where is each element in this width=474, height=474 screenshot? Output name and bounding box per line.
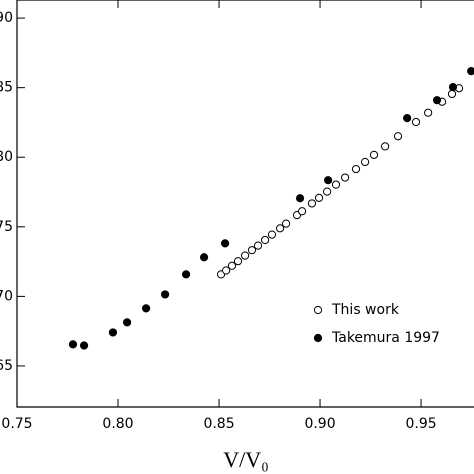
data-point <box>324 176 333 185</box>
x-tick-label: 0.85 <box>203 416 234 432</box>
data-point <box>253 241 263 250</box>
data-point <box>227 261 237 270</box>
y-tick-label: 65 <box>0 358 13 374</box>
data-point <box>267 230 277 239</box>
legend-label: Takemura 1997 <box>331 330 440 346</box>
x-tick-label: 0.75 <box>1 416 32 432</box>
data-point <box>424 108 433 117</box>
data-point <box>233 257 243 266</box>
data-point <box>240 251 250 260</box>
data-point <box>341 173 350 182</box>
data-point <box>351 164 361 174</box>
data-point <box>447 89 457 99</box>
data-point <box>68 340 78 349</box>
legend-marker <box>313 305 323 315</box>
data-point <box>222 266 231 275</box>
axes-frame <box>16 0 474 408</box>
data-point <box>79 341 89 350</box>
x-axis-label: V/V₀ <box>223 447 269 472</box>
y-tick-label: 75 <box>0 219 13 235</box>
legend-marker <box>313 333 323 343</box>
data-point <box>220 239 230 248</box>
data-point <box>160 290 170 299</box>
data-point <box>247 246 257 255</box>
data-point <box>393 132 403 141</box>
data-point <box>403 114 412 123</box>
data-point <box>295 194 305 203</box>
data-point <box>275 224 285 233</box>
x-tick-label: 0.95 <box>405 416 436 432</box>
data-point <box>141 304 151 313</box>
data-point <box>448 83 458 92</box>
data-point <box>182 270 191 279</box>
data-point <box>307 199 317 208</box>
x-tick-label: 0.80 <box>102 416 133 432</box>
y-tick-label: 85 <box>0 80 13 96</box>
data-point <box>411 117 421 127</box>
data-point <box>199 253 209 262</box>
y-tick-label: 80 <box>0 149 13 165</box>
legend-label: This work <box>331 302 400 318</box>
x-tick-label: 0.90 <box>304 416 335 432</box>
data-point <box>123 318 132 327</box>
y-tick-label: 90 <box>0 10 13 26</box>
data-point <box>331 180 341 189</box>
data-point <box>323 187 332 196</box>
data-point <box>361 157 370 167</box>
data-point <box>467 67 474 76</box>
data-point <box>260 235 270 245</box>
data-point <box>314 193 324 202</box>
data-point <box>381 142 390 151</box>
data-point <box>432 96 442 105</box>
data-point <box>282 219 291 228</box>
data-point <box>369 150 379 159</box>
data-point <box>108 328 118 337</box>
data-point <box>297 207 307 216</box>
y-tick-label: 70 <box>0 288 13 304</box>
